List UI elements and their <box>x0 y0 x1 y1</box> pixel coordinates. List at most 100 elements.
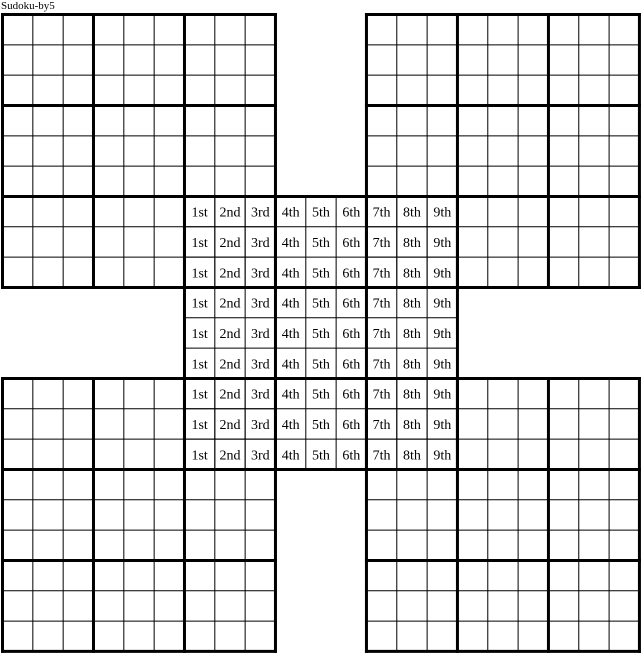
sudoku-cell[interactable] <box>396 560 428 591</box>
sudoku-cell[interactable] <box>457 499 488 531</box>
sudoku-cell[interactable] <box>548 378 579 409</box>
sudoku-cell[interactable] <box>518 14 549 45</box>
sudoku-cell[interactable] <box>487 196 519 227</box>
sudoku-cell[interactable] <box>457 257 488 288</box>
sudoku-cell[interactable] <box>518 226 549 258</box>
sudoku-cell[interactable] <box>32 560 64 591</box>
sudoku-cell[interactable] <box>154 378 185 409</box>
sudoku-cell[interactable] <box>548 621 579 652</box>
sudoku-cell[interactable] <box>214 75 246 106</box>
sudoku-cell[interactable] <box>32 105 64 136</box>
sudoku-cell[interactable] <box>548 469 579 500</box>
sudoku-cell[interactable] <box>93 530 124 561</box>
sudoku-cell[interactable] <box>578 469 610 500</box>
sudoku-cell[interactable] <box>245 378 276 409</box>
sudoku-cell[interactable] <box>32 530 64 561</box>
sudoku-cell[interactable] <box>336 257 367 288</box>
sudoku-cell[interactable] <box>63 621 94 652</box>
sudoku-cell[interactable] <box>63 590 94 622</box>
sudoku-cell[interactable] <box>32 378 64 409</box>
sudoku-cell[interactable] <box>366 590 397 622</box>
sudoku-cell[interactable] <box>154 226 185 258</box>
sudoku-cell[interactable] <box>487 135 519 167</box>
sudoku-cell[interactable] <box>487 621 519 652</box>
sudoku-cell[interactable] <box>2 105 33 136</box>
sudoku-cell[interactable] <box>2 44 33 76</box>
sudoku-cell[interactable] <box>2 469 33 500</box>
sudoku-cell[interactable] <box>366 14 397 45</box>
sudoku-cell[interactable] <box>245 196 276 227</box>
sudoku-cell[interactable] <box>2 621 33 652</box>
sudoku-cell[interactable] <box>305 317 337 349</box>
sudoku-cell[interactable] <box>427 530 458 561</box>
sudoku-cell[interactable] <box>214 317 246 349</box>
sudoku-cell[interactable] <box>396 499 428 531</box>
sudoku-cell[interactable] <box>609 75 640 106</box>
sudoku-cell[interactable] <box>123 226 155 258</box>
sudoku-cell[interactable] <box>2 530 33 561</box>
sudoku-cell[interactable] <box>457 621 488 652</box>
sudoku-cell[interactable] <box>366 348 397 379</box>
sudoku-cell[interactable] <box>427 469 458 500</box>
sudoku-cell[interactable] <box>427 439 458 470</box>
sudoku-cell[interactable] <box>93 257 124 288</box>
sudoku-cell[interactable] <box>366 287 397 318</box>
sudoku-cell[interactable] <box>184 14 215 45</box>
sudoku-cell[interactable] <box>427 317 458 349</box>
sudoku-cell[interactable] <box>396 287 428 318</box>
sudoku-cell[interactable] <box>427 378 458 409</box>
sudoku-cell[interactable] <box>275 439 306 470</box>
sudoku-cell[interactable] <box>32 14 64 45</box>
sudoku-cell[interactable] <box>396 105 428 136</box>
sudoku-cell[interactable] <box>487 530 519 561</box>
sudoku-cell[interactable] <box>32 499 64 531</box>
sudoku-cell[interactable] <box>93 75 124 106</box>
sudoku-cell[interactable] <box>275 226 306 258</box>
sudoku-cell[interactable] <box>275 317 306 349</box>
sudoku-cell[interactable] <box>214 590 246 622</box>
sudoku-cell[interactable] <box>578 530 610 561</box>
sudoku-cell[interactable] <box>123 469 155 500</box>
sudoku-cell[interactable] <box>578 226 610 258</box>
sudoku-cell[interactable] <box>609 621 640 652</box>
sudoku-cell[interactable] <box>63 439 94 470</box>
sudoku-cell[interactable] <box>487 560 519 591</box>
sudoku-cell[interactable] <box>32 166 64 197</box>
sudoku-cell[interactable] <box>184 226 215 258</box>
sudoku-cell[interactable] <box>518 135 549 167</box>
sudoku-cell[interactable] <box>123 590 155 622</box>
sudoku-cell[interactable] <box>305 378 337 409</box>
sudoku-cell[interactable] <box>518 621 549 652</box>
sudoku-cell[interactable] <box>396 196 428 227</box>
sudoku-cell[interactable] <box>93 621 124 652</box>
sudoku-cell[interactable] <box>245 317 276 349</box>
sudoku-cell[interactable] <box>214 499 246 531</box>
sudoku-cell[interactable] <box>2 439 33 470</box>
sudoku-cell[interactable] <box>154 469 185 500</box>
sudoku-cell[interactable] <box>578 166 610 197</box>
sudoku-cell[interactable] <box>518 560 549 591</box>
sudoku-cell[interactable] <box>366 196 397 227</box>
sudoku-cell[interactable] <box>32 408 64 440</box>
sudoku-cell[interactable] <box>578 621 610 652</box>
sudoku-cell[interactable] <box>457 44 488 76</box>
sudoku-cell[interactable] <box>396 378 428 409</box>
sudoku-cell[interactable] <box>245 499 276 531</box>
sudoku-cell[interactable] <box>457 439 488 470</box>
sudoku-cell[interactable] <box>32 590 64 622</box>
sudoku-cell[interactable] <box>427 408 458 440</box>
sudoku-cell[interactable] <box>487 44 519 76</box>
sudoku-cell[interactable] <box>154 590 185 622</box>
sudoku-cell[interactable] <box>548 105 579 136</box>
sudoku-cell[interactable] <box>214 348 246 379</box>
sudoku-cell[interactable] <box>457 469 488 500</box>
sudoku-cell[interactable] <box>366 408 397 440</box>
sudoku-cell[interactable] <box>154 621 185 652</box>
sudoku-cell[interactable] <box>63 44 94 76</box>
sudoku-cell[interactable] <box>63 257 94 288</box>
sudoku-cell[interactable] <box>63 408 94 440</box>
sudoku-cell[interactable] <box>518 530 549 561</box>
sudoku-cell[interactable] <box>123 166 155 197</box>
sudoku-cell[interactable] <box>63 530 94 561</box>
sudoku-cell[interactable] <box>336 196 367 227</box>
